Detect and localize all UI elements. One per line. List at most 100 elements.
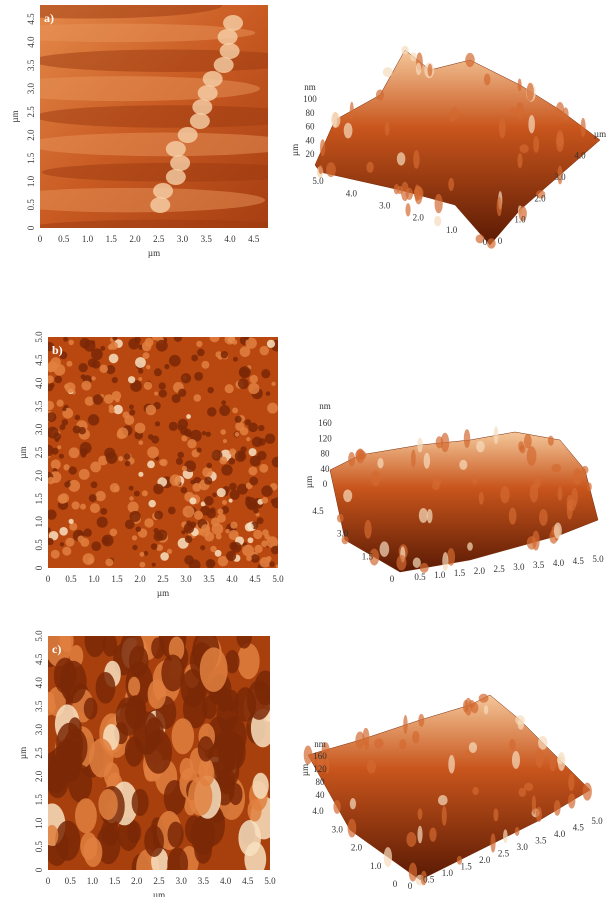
z-tick-label: 80 <box>321 449 331 459</box>
grain <box>206 463 212 469</box>
y-tick-label: 4.5 <box>26 13 36 25</box>
peak <box>558 486 563 501</box>
peak <box>469 742 477 753</box>
peak <box>517 153 522 168</box>
x-tick-label: 4.5 <box>242 876 254 886</box>
panel-label: a) <box>44 11 54 25</box>
grain <box>80 442 92 454</box>
y-tick-label: 1.0 <box>26 175 36 187</box>
grain <box>93 394 103 404</box>
grain <box>164 364 169 369</box>
afm-map <box>42 332 282 572</box>
x-tick-label: 3.0 <box>177 234 189 244</box>
y-tick-label: 1.0 <box>34 516 44 528</box>
grain <box>266 556 271 561</box>
peak <box>438 795 448 805</box>
grain <box>147 461 155 469</box>
y-tick-label: 0.5 <box>34 840 44 852</box>
grain <box>89 738 113 777</box>
peak <box>497 197 502 216</box>
peak <box>385 122 390 136</box>
grain <box>238 378 249 389</box>
z-axis-label: µm <box>300 764 310 776</box>
grain <box>159 382 166 389</box>
grain <box>248 537 254 543</box>
grain <box>201 524 210 533</box>
peak <box>436 436 444 448</box>
peak <box>418 714 424 727</box>
peak <box>442 552 448 571</box>
grain <box>77 535 84 542</box>
grain <box>248 466 257 475</box>
grain <box>207 407 217 417</box>
peak <box>490 833 495 852</box>
figure: a)00.51.01.52.02.53.03.54.04.500.51.01.5… <box>0 0 616 897</box>
feature <box>150 197 170 213</box>
peak <box>364 520 371 539</box>
right-tick-label: 3.0 <box>513 562 525 572</box>
grain <box>54 658 77 694</box>
peak <box>476 441 485 453</box>
right-tick-label: 1.0 <box>434 570 446 580</box>
peak <box>549 756 556 771</box>
grain <box>146 365 151 370</box>
grain <box>223 439 227 443</box>
grain <box>85 623 106 657</box>
grain <box>259 464 268 473</box>
peak <box>515 827 520 836</box>
grain <box>181 373 191 383</box>
peak <box>532 795 536 814</box>
grain <box>156 544 163 551</box>
z-tick-label: 160 <box>318 418 332 428</box>
grain <box>218 767 235 794</box>
peak <box>413 150 419 169</box>
grain <box>134 491 140 497</box>
grain <box>54 364 66 376</box>
afm-panel: b)00.51.01.52.02.53.03.54.04.55.000.51.0… <box>18 331 604 598</box>
grain <box>68 340 73 345</box>
grain <box>235 432 240 437</box>
grain <box>221 351 228 358</box>
grain <box>124 453 130 459</box>
peak <box>448 755 455 774</box>
grain <box>200 545 205 550</box>
grain <box>57 445 61 449</box>
grain <box>114 486 120 492</box>
grain <box>258 438 265 445</box>
grain <box>129 410 135 416</box>
right-tick-label: 5.0 <box>592 554 604 564</box>
grain <box>201 361 209 369</box>
grain <box>232 339 237 344</box>
peak <box>520 144 529 153</box>
grain <box>170 474 182 486</box>
grain <box>210 546 216 552</box>
y-tick-label: 1.5 <box>26 152 36 164</box>
peak <box>524 783 533 791</box>
right-tick-label: 1.5 <box>454 568 466 578</box>
grain <box>65 538 74 547</box>
grain <box>217 508 223 514</box>
peak <box>376 90 384 101</box>
grain <box>132 545 137 550</box>
grain <box>132 535 137 540</box>
grain <box>169 355 181 367</box>
z-tick-label: 0 <box>323 479 328 489</box>
grain <box>221 464 232 475</box>
peak <box>567 500 573 520</box>
peak <box>399 739 406 750</box>
grain <box>118 456 123 461</box>
right-tick-label: µm <box>594 129 606 139</box>
grain <box>97 517 108 528</box>
grain <box>181 530 185 534</box>
grain <box>210 332 220 342</box>
y-tick-label: 5.0 <box>34 331 44 343</box>
peak <box>320 139 325 156</box>
peak <box>371 471 381 487</box>
y-tick-label: 0 <box>34 867 44 872</box>
grain <box>154 511 163 520</box>
grain <box>189 559 201 571</box>
grain <box>269 561 275 567</box>
peak <box>527 83 534 101</box>
grain <box>80 504 86 510</box>
peak <box>568 793 575 808</box>
